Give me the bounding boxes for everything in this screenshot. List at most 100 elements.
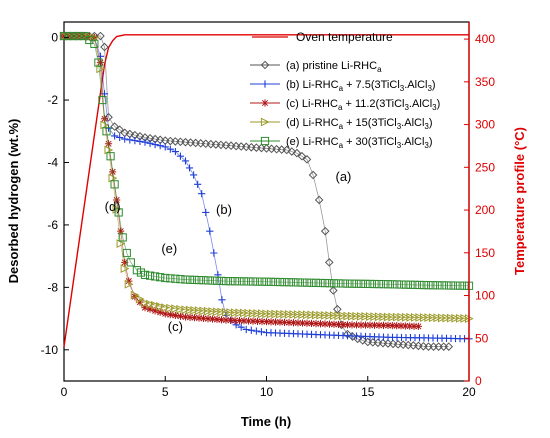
data-point-d: [428, 313, 438, 323]
data-point-e: [437, 281, 447, 290]
data-point-e: [424, 281, 433, 290]
data-point-d: [108, 173, 118, 183]
data-point-c: [151, 307, 159, 315]
data-point-c: [217, 316, 226, 324]
data-point-e: [161, 273, 170, 283]
data-point-d: [217, 307, 227, 317]
data-point-e: [239, 277, 249, 286]
data-point-d: [442, 313, 452, 323]
data-point-d: [383, 312, 393, 322]
data-point-a: [287, 147, 297, 156]
curve-label: (c): [168, 319, 183, 334]
data-point-e: [451, 281, 460, 290]
data-point-d: [203, 306, 213, 316]
data-point-c: [253, 317, 262, 325]
data-point-d: [124, 279, 134, 289]
data-point-d: [185, 305, 195, 315]
data-point-c: [249, 317, 257, 325]
data-point-a: [314, 195, 324, 205]
data-point-c: [388, 321, 396, 330]
legend-swatch-marker-d: [260, 117, 270, 127]
data-point-c: [339, 321, 347, 329]
legend-b-close: ): [432, 79, 436, 91]
data-point-b: [210, 249, 218, 257]
data-point-e: [325, 279, 334, 288]
data-point-c: [267, 318, 275, 326]
data-point-d: [253, 309, 263, 318]
series-d: [59, 31, 474, 323]
y-right-tick-label: 0: [475, 374, 482, 388]
data-point-d: [379, 312, 389, 322]
data-point-e: [166, 274, 175, 283]
data-point-d: [171, 304, 181, 314]
data-point-d: [130, 290, 140, 300]
data-point-e: [347, 279, 357, 288]
data-point-c: [330, 320, 338, 328]
data-point-c: [176, 312, 185, 320]
data-point-e: [316, 278, 325, 288]
curve-annotations: (a) (b) (c) (d) (e): [105, 169, 352, 334]
data-point-e: [419, 280, 429, 290]
data-point-e: [176, 275, 185, 284]
data-point-b: [161, 143, 169, 151]
data-point-b: [141, 138, 149, 146]
data-point-d: [226, 308, 236, 317]
data-point-e: [334, 279, 343, 288]
series-e: [59, 31, 474, 290]
data-point-e: [401, 280, 411, 289]
data-point-d: [356, 311, 366, 321]
data-point-e: [199, 276, 208, 285]
data-point-c: [204, 315, 212, 323]
data-point-c: [190, 314, 199, 322]
data-point-d: [334, 311, 344, 321]
data-point-a: [329, 286, 338, 295]
data-point-d: [388, 312, 398, 322]
data-point-d: [235, 308, 245, 318]
data-point-d: [100, 120, 110, 130]
data-point-e: [90, 39, 99, 48]
y-axis-title-right: Temperature profile (°C): [512, 127, 527, 275]
data-point-d: [365, 312, 375, 321]
y-left-tick-label: -8: [47, 280, 58, 294]
data-point-e: [185, 275, 195, 284]
data-point-e: [397, 280, 406, 289]
data-point-d: [275, 309, 285, 319]
data-point-e: [383, 280, 393, 289]
data-point-c: [213, 315, 221, 324]
data-point-e: [171, 274, 180, 283]
data-point-d: [104, 145, 114, 155]
series-oven: [63, 34, 469, 347]
data-point-d: [311, 310, 321, 320]
data-point-c: [316, 320, 325, 328]
data-point-e: [370, 279, 379, 289]
data-point-c: [298, 319, 307, 327]
data-point-d: [401, 312, 411, 322]
data-point-b: [116, 133, 124, 142]
curve-label: (b): [216, 202, 232, 217]
data-point-c: [384, 321, 392, 330]
data-point-e: [460, 281, 469, 290]
data-point-e: [75, 31, 84, 41]
legend-label-d: (d) Li-RHCa + 15(3TiCl3.AlCl3): [286, 117, 433, 131]
series-trace-e: [64, 35, 470, 287]
data-point-c: [258, 317, 266, 326]
data-point-e: [356, 279, 366, 288]
data-point-a: [333, 304, 342, 314]
data-point-e: [181, 275, 190, 284]
data-point-c: [117, 227, 125, 235]
legend-e-main: (e) Li-RHC: [286, 136, 339, 148]
data-point-b: [194, 180, 202, 188]
data-point-d: [419, 313, 429, 322]
series-trace-a: [64, 35, 449, 348]
data-point-a: [292, 148, 302, 158]
data-point-e: [114, 208, 123, 217]
data-point-e: [446, 281, 456, 290]
data-point-e: [415, 280, 424, 290]
data-point-a: [115, 125, 124, 135]
y-right-tick-label: 150: [475, 246, 495, 260]
legend-e-end: .AlCl: [401, 136, 424, 148]
x-tick-label: 0: [61, 385, 68, 399]
data-point-c: [186, 313, 194, 321]
legend-d-sub3: 3: [424, 122, 429, 131]
data-point-d: [96, 64, 106, 74]
